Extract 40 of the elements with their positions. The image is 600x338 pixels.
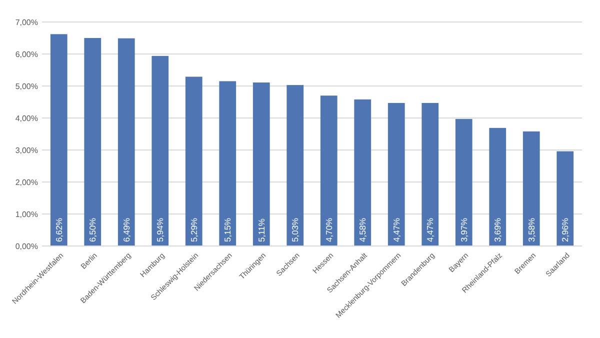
y-tick-label: 2,00% — [15, 178, 38, 187]
data-label: 5,11% — [256, 218, 266, 242]
data-label: 6,62% — [54, 217, 64, 242]
data-label: 5,94% — [155, 217, 166, 242]
y-tick-label: 3,00% — [15, 146, 38, 155]
bar — [219, 81, 236, 246]
bar — [84, 38, 102, 246]
bar — [422, 102, 439, 246]
data-label: 5,03% — [290, 217, 300, 242]
bar — [252, 82, 270, 246]
y-tick-label: 5,00% — [15, 82, 38, 91]
data-label: 3,58% — [526, 217, 536, 242]
bar — [320, 96, 338, 246]
bar — [522, 131, 540, 246]
data-label: 3,69% — [492, 217, 503, 242]
y-tick-label: 0,00% — [15, 242, 38, 251]
bar — [152, 56, 169, 246]
y-tick-label: 4,00% — [15, 114, 38, 123]
y-tick-label: 6,00% — [15, 50, 38, 59]
data-label: 2,96% — [560, 217, 570, 242]
y-tick-label: 7,00% — [15, 18, 38, 27]
bar — [556, 151, 574, 246]
bar — [118, 38, 135, 246]
data-label: 6,49% — [121, 217, 132, 242]
data-label: 4,58% — [358, 217, 368, 242]
bar — [455, 118, 472, 246]
bar — [489, 128, 506, 246]
bar — [50, 34, 68, 246]
data-label: 4,70% — [324, 217, 334, 242]
bar — [185, 76, 202, 246]
data-label: 6,50% — [88, 217, 98, 242]
bar — [388, 102, 405, 246]
data-label: 3,97% — [458, 217, 469, 242]
data-label: 4,47% — [425, 217, 436, 242]
bar — [286, 85, 304, 246]
y-tick-label: 1,00% — [15, 210, 38, 219]
data-label: 5,29% — [188, 217, 199, 242]
data-label: 4,47% — [391, 217, 402, 242]
data-label: 5,15% — [222, 217, 233, 242]
bar — [354, 99, 372, 246]
